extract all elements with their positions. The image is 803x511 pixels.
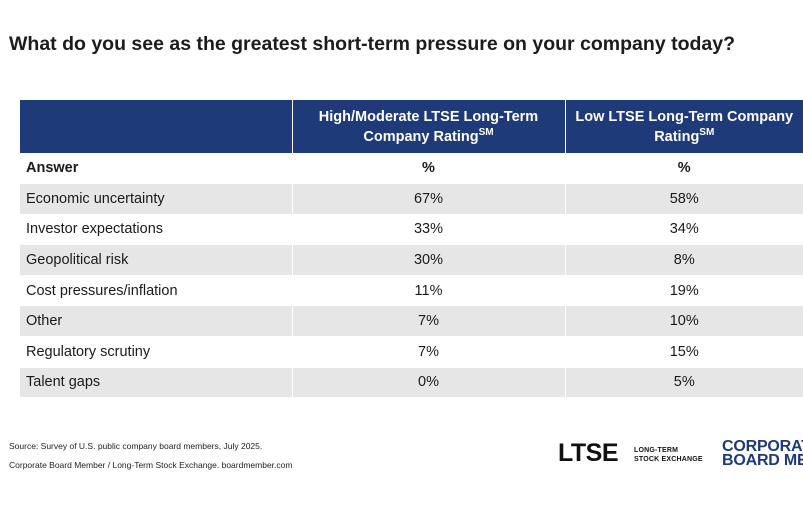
table-row: Other 7% 10%	[20, 305, 803, 338]
service-mark: SM	[478, 126, 494, 138]
percent-unit-label: %	[565, 153, 803, 185]
table-row: Investor expectations 33% 34%	[20, 214, 803, 246]
table-row: Cost pressures/inflation 11% 19%	[20, 275, 803, 307]
high-moderate-value-cell: 33%	[292, 214, 566, 246]
service-mark: SM	[699, 126, 715, 138]
high-moderate-value-cell: 30%	[292, 244, 566, 276]
table-row: Talent gaps 0% 5%	[20, 367, 803, 399]
high-moderate-value-cell: 7%	[292, 336, 566, 368]
low-value-cell: 19%	[565, 275, 803, 307]
percent-unit-label: %	[292, 153, 566, 185]
low-value-cell: 10%	[565, 305, 803, 338]
column-header-low: Low LTSE Long-Term Company RatingSM	[565, 100, 803, 153]
low-value-cell: 58%	[565, 183, 803, 215]
table-row: Regulatory scrutiny 7% 15%	[20, 336, 803, 368]
low-value-cell: 8%	[565, 244, 803, 276]
column-header-high-moderate: High/Moderate LTSE Long-Term Company Rat…	[292, 100, 566, 153]
answer-cell: Talent gaps	[20, 367, 293, 399]
answer-cell: Investor expectations	[20, 214, 293, 246]
header-empty-cell	[20, 100, 293, 153]
answer-column-label: Answer	[20, 153, 293, 185]
subheader-row: Answer % %	[20, 153, 803, 185]
column-header-label: High/Moderate LTSE Long-Term Company Rat…	[318, 108, 539, 145]
ltse-logo: LTSE	[558, 439, 619, 467]
cbm-logo-line: CORPORATE	[722, 440, 803, 455]
table-row: Economic uncertainty 67% 58%	[20, 183, 803, 215]
answer-cell: Cost pressures/inflation	[20, 275, 293, 307]
high-moderate-value-cell: 7%	[292, 305, 566, 338]
source-note: Source: Survey of U.S. public company bo…	[9, 441, 263, 451]
low-value-cell: 5%	[565, 367, 803, 399]
answer-cell: Economic uncertainty	[20, 183, 293, 215]
table-header-row: High/Moderate LTSE Long-Term Company Rat…	[20, 100, 803, 153]
page-title: What do you see as the greatest short-te…	[9, 33, 735, 55]
answer-cell: Regulatory scrutiny	[20, 336, 293, 368]
cbm-logo-line: BOARD MEMBER	[722, 452, 803, 469]
high-moderate-value-cell: 11%	[292, 275, 566, 307]
ltse-subtitle-line: LONG-TERM	[634, 447, 679, 454]
low-value-cell: 15%	[565, 336, 803, 368]
high-moderate-value-cell: 0%	[292, 367, 566, 399]
high-moderate-value-cell: 67%	[292, 183, 566, 215]
column-header-label: Low LTSE Long-Term Company Rating	[575, 108, 794, 145]
credit-note: Corporate Board Member / Long-Term Stock…	[9, 460, 293, 470]
corporate-board-member-logo: CORPORATE BOARD MEMBER	[722, 440, 803, 468]
table-row: Geopolitical risk 30% 8%	[20, 244, 803, 276]
ltse-subtitle-line: STOCK EXCHANGE	[634, 456, 703, 463]
ltse-logo-subtitle: LONG-TERM STOCK EXCHANGE	[634, 446, 703, 464]
answer-cell: Geopolitical risk	[20, 244, 293, 276]
answer-cell: Other	[20, 305, 293, 338]
low-value-cell: 34%	[565, 214, 803, 246]
results-table: High/Moderate LTSE Long-Term Company Rat…	[20, 100, 803, 399]
